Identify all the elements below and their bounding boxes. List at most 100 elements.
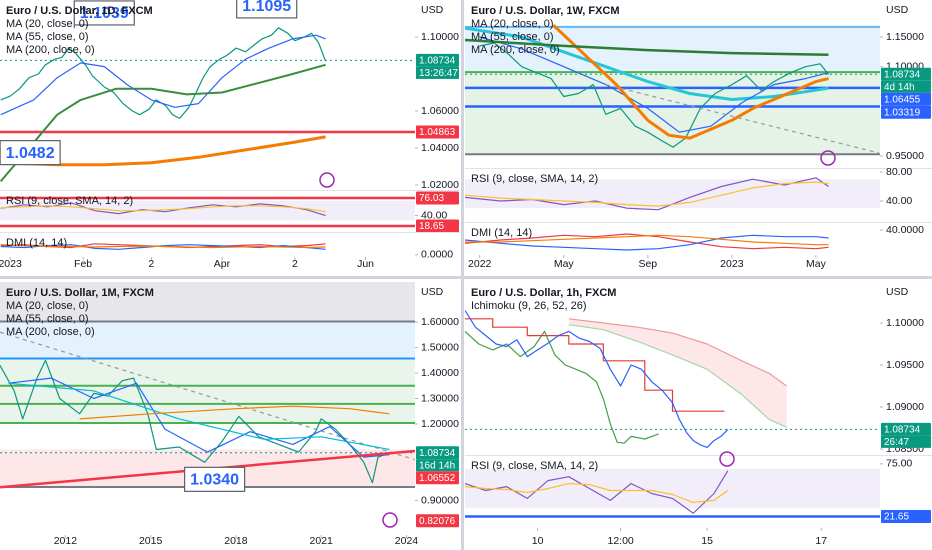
series-line — [0, 135, 326, 167]
y-tick-label: 1.10000 — [886, 317, 924, 329]
zone — [0, 358, 415, 423]
price-badge — [416, 514, 459, 528]
chart-title: Euro / U.S. Dollar, 1D, FXCM — [6, 5, 153, 17]
series-line — [0, 63, 326, 182]
y-tick-label: 1.50000 — [421, 341, 459, 353]
indicator-title: RSI (9, close, SMA, 14, 2) — [471, 173, 598, 185]
chart-title: Euro / U.S. Dollar, 1M, FXCM — [6, 287, 154, 299]
currency: USD — [886, 286, 909, 298]
price-badge-label: 1.08734 — [419, 56, 456, 67]
series-line — [479, 36, 829, 133]
zone — [0, 282, 415, 322]
zone — [0, 321, 415, 359]
alert-icon[interactable] — [319, 172, 335, 188]
series-line — [0, 205, 326, 213]
countdown-label: 4d 14h — [884, 82, 915, 93]
chart-title: Euro / U.S. Dollar, 1W, FXCM — [471, 5, 620, 17]
zone — [465, 179, 880, 209]
y-tick-label: 75.00 — [886, 458, 912, 470]
series-line — [465, 38, 829, 57]
currency: USD — [886, 4, 909, 16]
series-line — [465, 470, 729, 514]
y-tick-label: 0.90000 — [421, 494, 459, 506]
x-tick-label: 2023 — [0, 258, 22, 270]
annotation-text: 1.1039 — [80, 5, 129, 22]
series-line — [465, 233, 829, 250]
y-tick-label: 80.00 — [886, 166, 912, 178]
x-tick-label: 2024 — [395, 535, 419, 547]
x-tick-label: 2021 — [310, 535, 334, 547]
price-badge-label: 18.65 — [419, 221, 444, 232]
series-line — [465, 26, 829, 101]
alert-icon[interactable] — [719, 451, 735, 467]
series-line — [0, 27, 327, 119]
legend-entry: MA (55, close, 0) — [6, 31, 89, 43]
price-badge-label: 1.06455 — [884, 94, 921, 105]
chart-title: Euro / U.S. Dollar, 1h, FXCM — [471, 287, 616, 299]
price-badge — [416, 191, 459, 205]
price-badge — [881, 67, 931, 81]
legend-entry: MA (55, close, 0) — [6, 313, 89, 325]
y-tick-label: 1.10000 — [421, 31, 459, 43]
indicator-title: DMI (14, 14) — [471, 227, 532, 239]
legend-entry: MA (200, close, 0) — [6, 326, 95, 338]
series-line — [479, 42, 829, 148]
countdown-badge — [881, 435, 931, 448]
series-line — [465, 330, 659, 444]
series-line — [465, 234, 829, 246]
series-line — [465, 483, 729, 503]
pane — [465, 233, 829, 251]
currency: USD — [421, 286, 444, 298]
series-line — [465, 181, 829, 207]
alert-icon[interactable] — [820, 150, 836, 166]
y-tick-label: 1.30000 — [421, 392, 459, 404]
x-tick-label: 2022 — [468, 258, 492, 270]
pane: 1.0340 — [0, 282, 415, 492]
y-tick-label: 1.06000 — [421, 105, 459, 117]
x-tick-label: 2015 — [139, 535, 163, 547]
y-tick-label: 1.60000 — [421, 316, 459, 328]
legend-entry: MA (200, close, 0) — [6, 44, 95, 56]
price-badge — [881, 422, 931, 436]
countdown-label: 26:47 — [884, 437, 909, 448]
price-badge-label: 1.08734 — [884, 69, 921, 80]
series-line — [0, 331, 415, 461]
series-line — [79, 405, 390, 420]
countdown-badge — [416, 459, 459, 472]
pane — [465, 24, 880, 156]
price-badge-label: 1.08734 — [884, 425, 921, 436]
x-tick-label: Apr — [214, 258, 231, 270]
legend-entry: Ichimoku (9, 26, 52, 26) — [471, 300, 587, 312]
price-badge — [881, 510, 931, 524]
legend-entry: MA (20, close, 0) — [6, 300, 89, 312]
zone — [465, 72, 880, 155]
series-line — [552, 24, 829, 140]
series-line — [568, 324, 787, 428]
legend-entry: MA (200, close, 0) — [471, 44, 560, 56]
price-badge — [416, 219, 459, 233]
y-tick-label: 1.09000 — [886, 401, 924, 413]
y-tick-label: 0.95000 — [886, 150, 924, 162]
x-tick-label: Jun — [357, 258, 374, 270]
zone — [465, 26, 880, 73]
annotation-box — [0, 140, 61, 166]
series-line — [568, 318, 787, 387]
price-badge — [416, 471, 459, 485]
countdown-badge — [416, 66, 459, 79]
alert-icon[interactable] — [382, 512, 398, 528]
annotation-box — [184, 466, 246, 492]
series-line — [8, 382, 390, 451]
x-tick-label: Feb — [74, 258, 92, 270]
annotation-box — [236, 0, 298, 19]
x-tick-label: 2023 — [720, 258, 744, 270]
series-line — [605, 84, 880, 154]
legend-entry: MA (20, close, 0) — [6, 18, 89, 30]
x-tick-label: 2 — [292, 258, 298, 270]
price-badge-label: 1.03319 — [884, 107, 921, 118]
y-tick-label: 40.00 — [421, 209, 447, 221]
cloud-fill — [568, 318, 787, 428]
y-tick-label: 40.00 — [886, 195, 912, 207]
series-line — [0, 34, 326, 116]
price-badge — [881, 105, 931, 119]
